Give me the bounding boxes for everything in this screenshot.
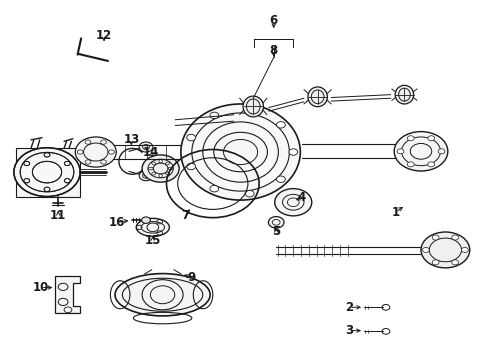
Circle shape xyxy=(209,112,218,118)
Circle shape xyxy=(393,132,447,171)
Circle shape xyxy=(407,136,413,141)
Text: 15: 15 xyxy=(144,234,161,247)
Text: 5: 5 xyxy=(271,225,280,238)
Circle shape xyxy=(437,149,444,154)
Circle shape xyxy=(276,122,285,128)
Text: 6: 6 xyxy=(269,14,277,27)
Text: 1: 1 xyxy=(391,206,399,219)
Ellipse shape xyxy=(115,274,210,316)
Circle shape xyxy=(451,260,458,265)
Text: 3: 3 xyxy=(345,324,353,337)
Text: 11: 11 xyxy=(50,209,66,222)
Circle shape xyxy=(276,176,285,183)
Circle shape xyxy=(209,185,218,192)
Circle shape xyxy=(431,260,438,265)
Polygon shape xyxy=(55,276,80,314)
Polygon shape xyxy=(16,148,80,197)
Text: 4: 4 xyxy=(297,191,305,204)
Text: 2: 2 xyxy=(345,301,353,314)
Text: 14: 14 xyxy=(142,145,159,158)
Circle shape xyxy=(427,136,434,141)
Circle shape xyxy=(245,107,254,114)
Text: 12: 12 xyxy=(96,29,112,42)
Circle shape xyxy=(420,232,469,268)
Circle shape xyxy=(142,217,150,224)
Circle shape xyxy=(142,155,179,182)
Circle shape xyxy=(431,235,438,240)
Circle shape xyxy=(268,217,284,228)
Ellipse shape xyxy=(136,219,169,236)
Circle shape xyxy=(288,149,297,155)
Circle shape xyxy=(451,235,458,240)
Circle shape xyxy=(422,247,428,252)
Circle shape xyxy=(75,137,116,167)
Circle shape xyxy=(245,190,254,197)
Ellipse shape xyxy=(243,96,263,117)
Circle shape xyxy=(396,149,403,154)
Circle shape xyxy=(407,162,413,167)
Circle shape xyxy=(139,171,153,181)
Ellipse shape xyxy=(181,104,300,200)
Circle shape xyxy=(186,134,195,141)
Circle shape xyxy=(274,189,311,216)
Text: 8: 8 xyxy=(269,44,277,57)
Circle shape xyxy=(427,162,434,167)
Circle shape xyxy=(14,148,80,197)
Circle shape xyxy=(139,142,153,152)
Text: 7: 7 xyxy=(181,209,189,222)
Ellipse shape xyxy=(307,87,327,107)
Circle shape xyxy=(186,163,195,170)
Text: 10: 10 xyxy=(33,281,49,294)
Text: 9: 9 xyxy=(187,271,196,284)
Text: 16: 16 xyxy=(108,216,124,229)
Ellipse shape xyxy=(394,85,413,104)
Circle shape xyxy=(461,247,468,252)
Text: 13: 13 xyxy=(123,133,139,146)
